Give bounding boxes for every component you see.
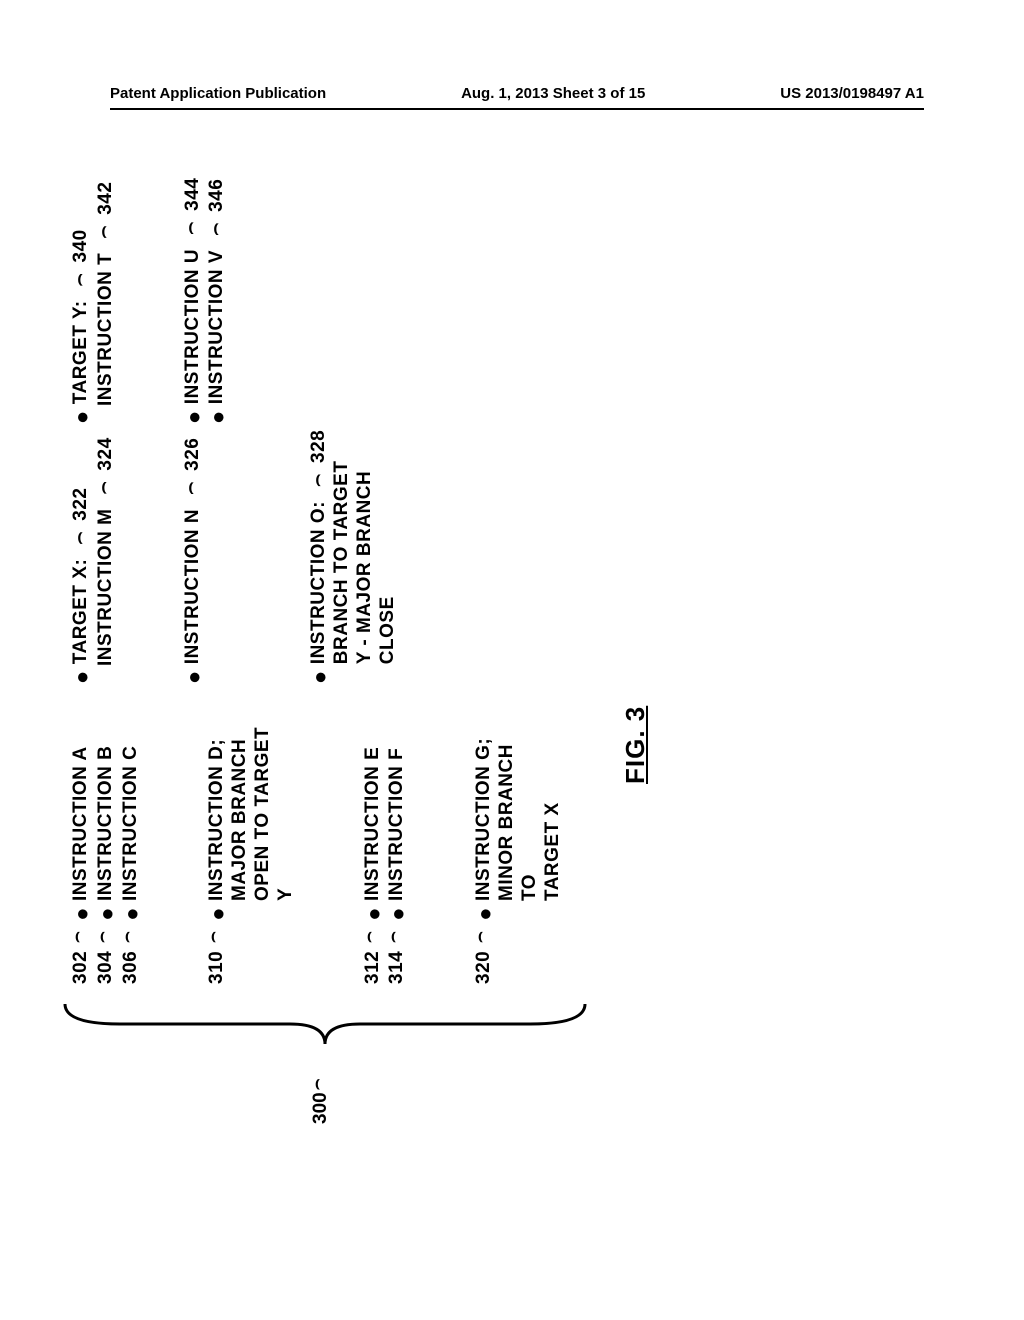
bullet-icon: ● bbox=[309, 670, 331, 684]
instruction-text: INSTRUCTION B bbox=[95, 746, 118, 901]
instruction-item: ● INSTRUCTION O: 328BRANCH TO TARGETY - M… bbox=[308, 424, 399, 684]
instruction-item: 302 ● INSTRUCTION A bbox=[70, 724, 93, 984]
spacer bbox=[300, 724, 362, 984]
ref-number: 346 bbox=[206, 179, 229, 246]
ref-number: 342 bbox=[95, 182, 118, 249]
instruction-item: ● INSTRUCTION N 326 bbox=[182, 424, 205, 684]
bullet-icon: ● bbox=[71, 907, 93, 921]
page-header: Patent Application Publication Aug. 1, 2… bbox=[110, 85, 924, 110]
ref-number: 326 bbox=[182, 438, 205, 505]
spacer bbox=[144, 724, 206, 984]
instruction-item: INSTRUCTION M 324 bbox=[95, 424, 118, 684]
instruction-item: 314 ● INSTRUCTION F bbox=[386, 724, 409, 984]
bullet-icon: ● bbox=[363, 907, 385, 921]
instruction-item: 306 ● INSTRUCTION C bbox=[120, 724, 143, 984]
ref-number: 320 bbox=[473, 923, 496, 984]
header-left: Patent Application Publication bbox=[110, 85, 326, 102]
bullet-icon: ● bbox=[71, 670, 93, 684]
instruction-item: 304 ● INSTRUCTION B bbox=[95, 724, 118, 984]
column-1: 302 ●INSTRUCTION A304 ●INSTRUCTION B306 … bbox=[70, 724, 566, 984]
instruction-text: TARGET X: 322 bbox=[70, 488, 93, 665]
bullet-icon: ● bbox=[387, 907, 409, 921]
bullet-icon: ● bbox=[474, 907, 496, 921]
ref-number: 340 bbox=[70, 229, 93, 296]
instruction-item: 310 ● INSTRUCTION D; MAJOR BRANCH OPEN TO… bbox=[206, 724, 297, 984]
instruction-item: 320 ● INSTRUCTION G; MINOR BRANCH TO TARG… bbox=[473, 724, 564, 984]
instruction-text: TARGET Y: 340 bbox=[70, 229, 93, 404]
ref-number: 314 bbox=[386, 923, 409, 984]
figure-rotated-area: 300 302 ●INSTRUCTION A304 ●INSTRUCTION B… bbox=[0, 160, 1000, 1184]
figure-label: FIG. 3 bbox=[620, 706, 651, 784]
instruction-text: INSTRUCTION E bbox=[362, 747, 385, 901]
instruction-item: ● TARGET X: 322 bbox=[70, 424, 93, 684]
bullet-icon: ● bbox=[96, 907, 118, 921]
header-center: Aug. 1, 2013 Sheet 3 of 15 bbox=[461, 85, 645, 102]
bullet-icon: ● bbox=[183, 410, 205, 424]
instruction-text: INSTRUCTION C bbox=[120, 746, 143, 901]
header-right: US 2013/0198497 A1 bbox=[780, 85, 924, 102]
instruction-text: INSTRUCTION D; MAJOR BRANCH OPEN TO TARG… bbox=[206, 724, 297, 901]
bullet-icon: ● bbox=[121, 907, 143, 921]
column-3: ●TARGET Y: 340INSTRUCTION T 342●INSTRUCT… bbox=[70, 164, 231, 424]
instruction-item: ● INSTRUCTION V 346 bbox=[206, 164, 229, 424]
instruction-text: INSTRUCTION N 326 bbox=[182, 438, 205, 665]
instruction-item: INSTRUCTION T 342 bbox=[95, 164, 118, 424]
instruction-text: INSTRUCTION T 342 bbox=[95, 182, 118, 406]
instruction-item: ● TARGET Y: 340 bbox=[70, 164, 93, 424]
bullet-icon: ● bbox=[207, 907, 229, 921]
spacer bbox=[120, 164, 182, 424]
instruction-text: INSTRUCTION O: 328BRANCH TO TARGETY - MA… bbox=[308, 430, 399, 664]
ref-number: 324 bbox=[95, 437, 118, 504]
spacer bbox=[206, 424, 268, 684]
ref-number: 302 bbox=[70, 923, 93, 984]
ref-number: 306 bbox=[120, 923, 143, 984]
ref-number: 310 bbox=[206, 923, 229, 984]
ref-number: 322 bbox=[70, 488, 93, 555]
instruction-item: 312 ● INSTRUCTION E bbox=[362, 724, 385, 984]
instruction-text: INSTRUCTION M 324 bbox=[95, 437, 118, 666]
instruction-text: INSTRUCTION F bbox=[386, 748, 409, 901]
ref-number: 304 bbox=[95, 923, 118, 984]
spacer bbox=[411, 724, 473, 984]
spacer bbox=[268, 424, 288, 684]
spacer bbox=[120, 424, 182, 684]
ref-number: 328 bbox=[308, 430, 331, 497]
instruction-text: INSTRUCTION V 346 bbox=[206, 179, 229, 404]
brace-300 bbox=[60, 994, 590, 1054]
bullet-icon: ● bbox=[183, 670, 205, 684]
instruction-text: INSTRUCTION G; MINOR BRANCH TO TARGET X bbox=[473, 724, 564, 901]
brace-ref-label: 300 bbox=[310, 1064, 332, 1124]
instruction-text: INSTRUCTION A bbox=[70, 746, 93, 901]
instruction-item: ● INSTRUCTION U 344 bbox=[182, 164, 205, 424]
instruction-text: INSTRUCTION U 344 bbox=[182, 178, 205, 405]
column-2: ●TARGET X: 322INSTRUCTION M 324●INSTRUCT… bbox=[70, 424, 402, 684]
ref-number: 312 bbox=[362, 923, 385, 984]
bullet-icon: ● bbox=[71, 410, 93, 424]
curly-brace-icon bbox=[60, 994, 590, 1054]
bullet-icon: ● bbox=[207, 410, 229, 424]
ref-number: 344 bbox=[182, 178, 205, 245]
